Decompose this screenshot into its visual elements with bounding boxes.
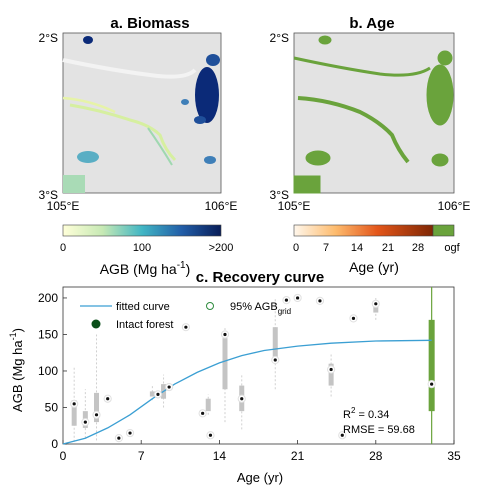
grid-mean-dot xyxy=(318,299,321,302)
x-tick-label: 7 xyxy=(138,449,145,463)
age-colorbar-tick-28: 28 xyxy=(412,242,424,254)
grid-mean-dot xyxy=(106,397,109,400)
age-colorbar-ogf xyxy=(433,225,454,236)
box xyxy=(206,399,211,411)
box xyxy=(222,338,227,389)
intact-forest-mean-dot xyxy=(430,383,433,386)
panel-b-lon-left: 105°E xyxy=(278,199,311,213)
legend-intact-label: Intact forest xyxy=(116,319,173,331)
panel-a-lat-top: 2°S xyxy=(39,31,58,45)
grid-mean-dot xyxy=(84,420,87,423)
grid-mean-dot xyxy=(209,434,212,437)
panel-a-title: a. Biomass xyxy=(110,15,189,32)
age-colorbar-tick-7: 7 xyxy=(323,242,329,254)
biomass-colorbar-label: AGB (Mg ha-1) xyxy=(100,260,191,277)
x-tick-label: 21 xyxy=(291,449,305,463)
grid-mean-dot xyxy=(330,368,333,371)
legend-fitted-label: fitted curve xyxy=(116,301,170,313)
grid-mean-dot xyxy=(240,397,243,400)
biomass-colorbar-tick-200: >200 xyxy=(209,242,234,254)
panel-a-lon-left: 105°E xyxy=(47,199,80,213)
grid-mean-dot xyxy=(95,413,98,416)
y-tick-label: 0 xyxy=(51,437,58,451)
grid-mean-dot xyxy=(296,296,299,299)
recovery-chart: 0 50 100 150 200 0 7 14 21 28 35 xyxy=(38,287,461,463)
stat-r2: R2 = 0.34 xyxy=(343,406,389,421)
grid-mean-dot xyxy=(223,333,226,336)
biomass-colorbar-tick-0: 0 xyxy=(60,242,66,254)
x-tick-label: 14 xyxy=(213,449,227,463)
legend-intact-marker xyxy=(92,320,101,329)
grid-mean-dot xyxy=(128,431,131,434)
grid-mean-dot xyxy=(184,326,187,329)
grid-mean-dot xyxy=(117,437,120,440)
box xyxy=(273,327,278,360)
legend-ci-label: 95% AGBgrid xyxy=(230,301,291,316)
age-colorbar-tick-ogf: ogf xyxy=(444,242,460,254)
grid-mean-dot xyxy=(201,412,204,415)
x-axis-label: Age (yr) xyxy=(237,470,283,485)
panel-b-title: b. Age xyxy=(349,15,394,32)
x-tick-label: 0 xyxy=(60,449,67,463)
age-colorbar-label: Age (yr) xyxy=(349,259,399,275)
y-tick-label: 150 xyxy=(38,327,58,341)
y-tick-label: 200 xyxy=(38,291,58,305)
biomass-colorbar xyxy=(63,225,221,236)
x-tick-label: 35 xyxy=(447,449,461,463)
biomass-colorbar-tick-100: 100 xyxy=(133,242,151,254)
y-tick-label: 50 xyxy=(45,400,59,414)
age-colorbar-tick-0: 0 xyxy=(293,242,299,254)
grid-mean-dot xyxy=(274,358,277,361)
grid-mean-dot xyxy=(352,317,355,320)
panel-a-lon-right: 106°E xyxy=(205,199,238,213)
biomass-map xyxy=(63,33,221,193)
grid-mean-dot xyxy=(73,402,76,405)
grid-mean-dot xyxy=(285,299,288,302)
grid-mean-dot xyxy=(168,385,171,388)
panel-b-lon-right: 106°E xyxy=(438,199,471,213)
y-tick-label: 100 xyxy=(38,364,58,378)
age-colorbar-tick-21: 21 xyxy=(382,242,394,254)
age-colorbar xyxy=(294,225,433,236)
x-tick-label: 28 xyxy=(369,449,383,463)
stat-rmse: RMSE = 59.68 xyxy=(343,424,415,436)
grid-mean-dot xyxy=(374,302,377,305)
grid-mean-dot xyxy=(156,393,159,396)
panel-c-title: c. Recovery curve xyxy=(196,269,324,286)
intact-forest-box xyxy=(429,320,435,411)
panel-b-lat-top: 2°S xyxy=(270,31,289,45)
age-colorbar-tick-14: 14 xyxy=(351,242,363,254)
y-axis-label: AGB (Mg ha-1) xyxy=(8,328,25,412)
legend-ci-marker xyxy=(207,303,214,310)
